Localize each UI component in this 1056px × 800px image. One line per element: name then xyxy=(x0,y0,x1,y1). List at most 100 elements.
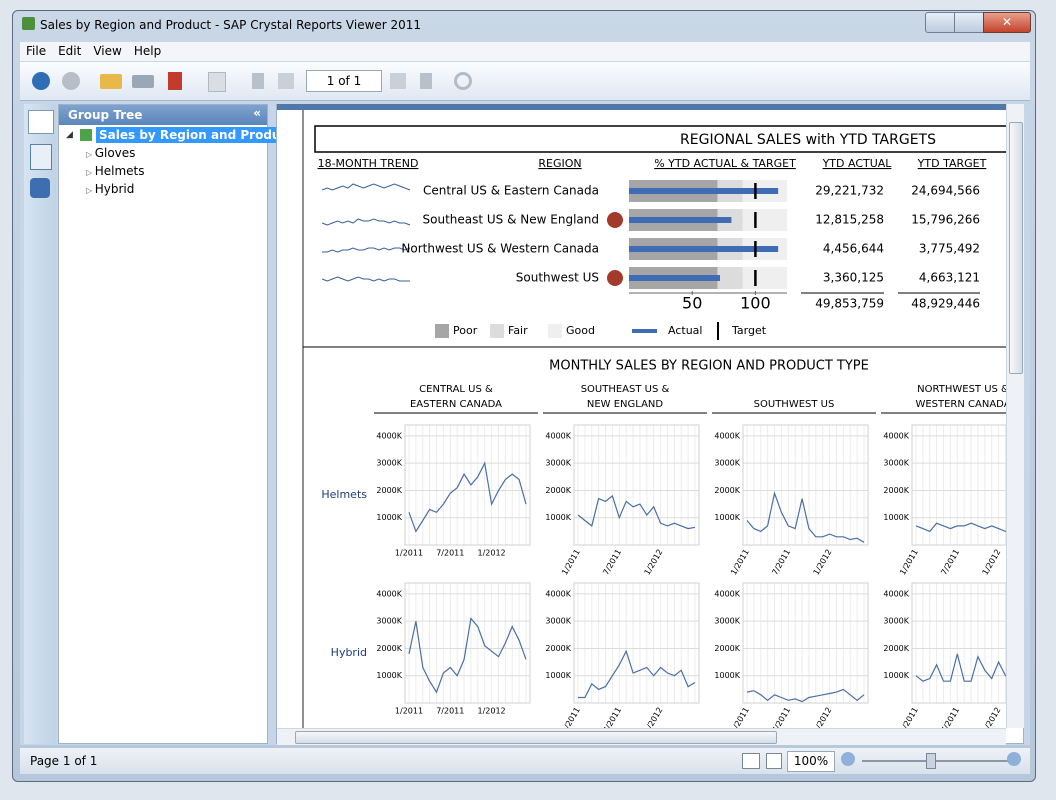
first-page-button[interactable] xyxy=(252,73,264,89)
y-tick-label: 2000K xyxy=(714,486,740,495)
prev-page-button[interactable] xyxy=(278,73,294,89)
y-tick-label: 4000K xyxy=(545,589,571,598)
x-tick-label: 1/2012 xyxy=(478,707,506,716)
tree-expander[interactable]: ◢ xyxy=(66,130,73,140)
y-tick-label: 2000K xyxy=(714,644,740,653)
y-tick-label: 2000K xyxy=(376,486,402,495)
bullet-tick-label: 50 xyxy=(682,294,702,313)
column-header: REGION xyxy=(538,157,581,170)
vertical-scrollbar[interactable] xyxy=(1006,104,1024,728)
column-title: NEW ENGLAND xyxy=(587,399,664,410)
tree-node-icon xyxy=(80,129,92,141)
x-tick-label: 1/2012 xyxy=(478,549,506,558)
report-title: REGIONAL SALES with YTD TARGETS xyxy=(680,132,936,148)
ytd-target: 3,775,492 xyxy=(919,242,980,256)
horizontal-scrollbar[interactable] xyxy=(277,728,1006,745)
menu-item[interactable]: View xyxy=(93,44,121,58)
ytd-target: 4,663,121 xyxy=(919,271,980,285)
column-header: YTD TARGET xyxy=(917,157,987,170)
print-button[interactable] xyxy=(132,75,154,88)
legend-label: Good xyxy=(566,324,595,337)
search-toggle[interactable] xyxy=(30,178,50,198)
last-page-button[interactable] xyxy=(420,73,432,89)
export-button[interactable] xyxy=(168,72,182,90)
below-target-flag xyxy=(607,212,623,228)
tree-expander[interactable]: ▷ xyxy=(86,150,95,159)
y-tick-label: 2000K xyxy=(376,644,402,653)
y-tick-label: 3000K xyxy=(714,459,740,468)
back-button[interactable] xyxy=(32,72,50,90)
menu-bar: File Edit View Help xyxy=(20,42,1030,61)
ytd-actual: 4,456,644 xyxy=(823,242,884,256)
column-title: EASTERN CANADA xyxy=(410,399,502,410)
tree-item-label: Hybrid xyxy=(95,182,135,196)
collapse-button[interactable]: « xyxy=(253,106,261,120)
y-tick-label: 4000K xyxy=(376,431,402,440)
total-target: 48,929,446 xyxy=(911,297,980,311)
refresh-button[interactable] xyxy=(454,72,472,90)
menu-item[interactable]: Help xyxy=(134,44,161,58)
y-tick-label: 1000K xyxy=(376,671,402,680)
column-title: SOUTHWEST US xyxy=(754,399,835,410)
y-tick-label: 3000K xyxy=(545,617,571,626)
y-tick-label: 2000K xyxy=(545,644,571,653)
y-tick-label: 1000K xyxy=(545,671,571,680)
menu-item[interactable]: Edit xyxy=(58,44,81,58)
tree-expander[interactable]: ▷ xyxy=(86,168,95,177)
group-tree-toggle[interactable] xyxy=(28,110,54,134)
zoom-slider[interactable] xyxy=(862,760,1012,762)
tree-item[interactable]: ▷ Hybrid xyxy=(86,182,134,196)
tree-item[interactable]: ▷ Gloves xyxy=(86,146,135,160)
x-tick-label: 7/2011 xyxy=(436,707,464,716)
y-tick-label: 3000K xyxy=(376,617,402,626)
region-label: Southwest US xyxy=(516,271,599,285)
x-tick-label: 1/2011 xyxy=(395,707,423,716)
tree-expander[interactable]: ▷ xyxy=(86,186,95,195)
parameters-toggle[interactable] xyxy=(30,144,52,170)
menu-item[interactable]: File xyxy=(26,44,46,58)
zoom-out-button[interactable] xyxy=(841,752,855,766)
column-header: YTD ACTUAL xyxy=(822,157,893,170)
ytd-target: 15,796,266 xyxy=(911,213,980,227)
vertical-thumb[interactable] xyxy=(1009,122,1023,374)
bullet-band xyxy=(743,267,787,289)
status-bar: Page 1 of 1 100% xyxy=(20,748,1030,774)
page-field[interactable]: 1 of 1 xyxy=(306,70,382,92)
group-tree-panel xyxy=(58,104,268,744)
minimize-button[interactable] xyxy=(925,12,955,33)
y-tick-label: 1000K xyxy=(883,671,909,680)
zoom-field[interactable]: 100% xyxy=(787,751,835,772)
y-tick-label: 3000K xyxy=(376,459,402,468)
legend-label: Target xyxy=(731,324,767,337)
zoom-slider-thumb[interactable] xyxy=(926,753,936,769)
ytd-actual: 12,815,258 xyxy=(815,213,884,227)
y-tick-label: 2000K xyxy=(545,486,571,495)
fit-page-button[interactable] xyxy=(766,753,782,769)
y-tick-label: 3000K xyxy=(883,459,909,468)
tree-item[interactable]: ▷ Helmets xyxy=(86,164,144,178)
report-page: REGIONAL SALES with YTD TARGETS 18-MONTH … xyxy=(276,110,1006,728)
next-page-button[interactable] xyxy=(390,73,406,89)
window-title: Sales by Region and Product - SAP Crysta… xyxy=(40,18,421,32)
close-button[interactable]: ✕ xyxy=(983,12,1031,33)
column-header: 18-MONTH TREND xyxy=(318,157,419,170)
copy-button[interactable] xyxy=(208,72,226,92)
y-tick-label: 1000K xyxy=(376,513,402,522)
tree-item-label: Gloves xyxy=(95,146,136,160)
horizontal-thumb[interactable] xyxy=(295,731,777,744)
page-sheet xyxy=(303,110,1006,728)
open-button[interactable] xyxy=(100,74,122,89)
forward-button[interactable] xyxy=(62,72,80,90)
column-title: CENTRAL US & xyxy=(419,384,493,395)
zoom-in-button[interactable] xyxy=(1007,752,1021,766)
bullet-band xyxy=(717,267,742,289)
bullet-band xyxy=(743,209,787,231)
y-tick-label: 4000K xyxy=(714,589,740,598)
maximize-button[interactable] xyxy=(954,12,984,33)
monthly-title: MONTHLY SALES BY REGION AND PRODUCT TYPE xyxy=(549,359,869,374)
fit-width-button[interactable] xyxy=(742,753,760,769)
y-tick-label: 3000K xyxy=(883,617,909,626)
tree-root[interactable]: Sales by Region and Product xyxy=(96,127,296,143)
y-tick-label: 1000K xyxy=(714,671,740,680)
legend-swatch xyxy=(490,324,504,338)
